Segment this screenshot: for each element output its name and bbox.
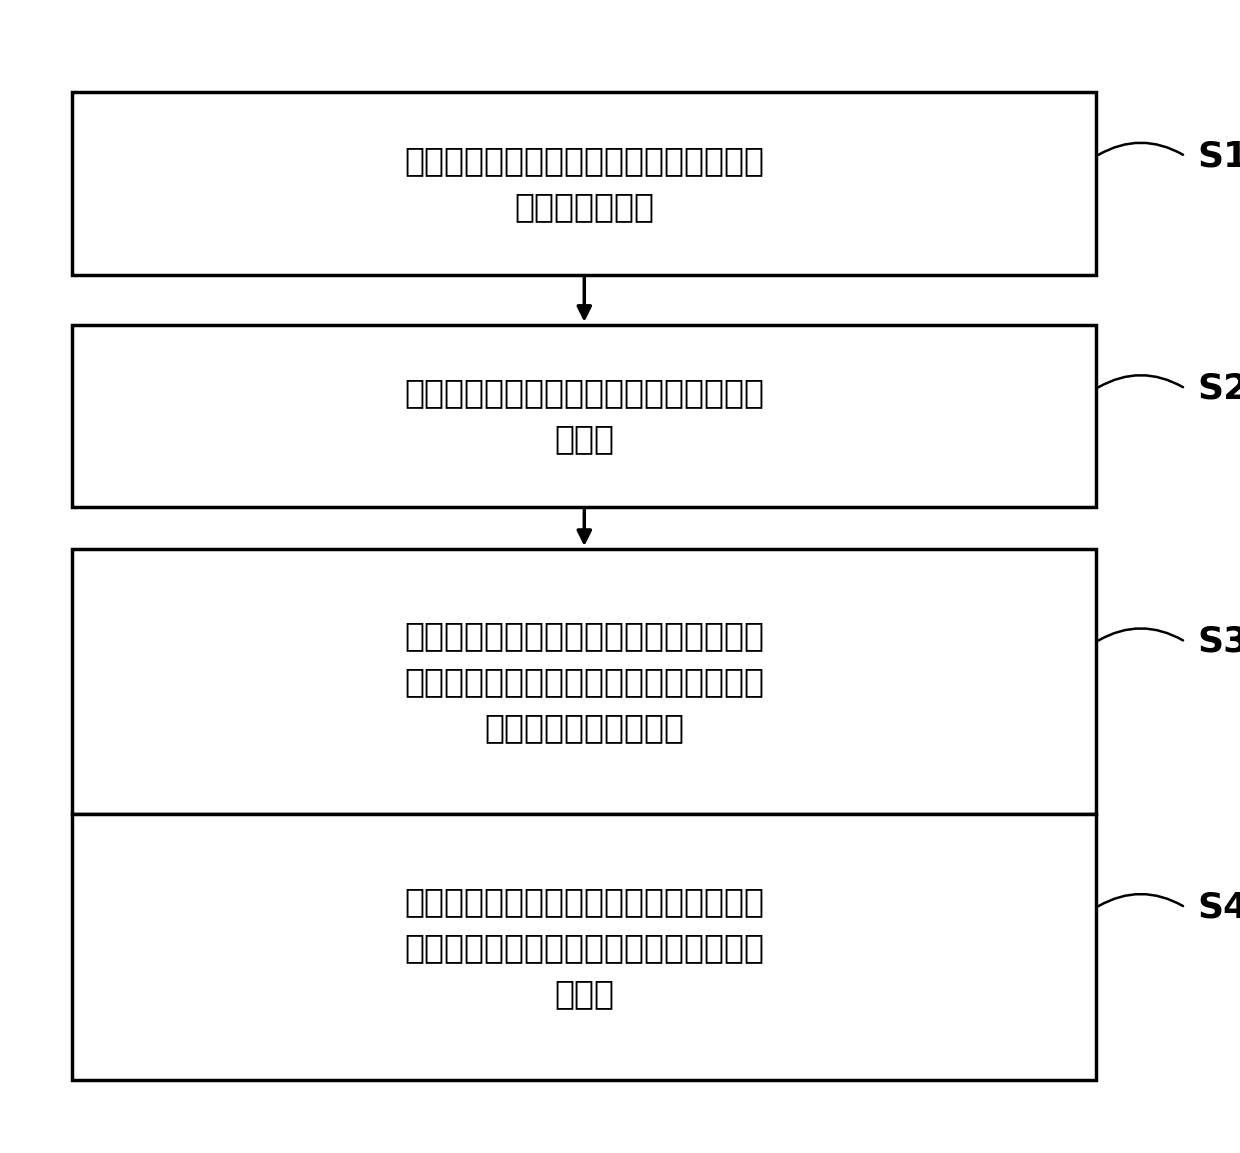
Bar (72, 814, 1096, 1080)
Text: 当良品芯片的损伤信息与待验证芯片的损
伤信息一致时，则待验证芯片发生静电放
电失效: 当良品芯片的损伤信息与待验证芯片的损 伤信息一致时，则待验证芯片发生静电放 电失… (404, 884, 764, 1010)
Bar (72, 325, 1096, 507)
Text: 对待验证芯片进行失效分析，记录待验证
芯片的损伤信息: 对待验证芯片进行失效分析，记录待验证 芯片的损伤信息 (404, 144, 764, 223)
Text: S300: S300 (1198, 625, 1240, 658)
Bar (72, 92, 1096, 274)
Text: 获取与待验证芯片同批次的良品芯片的损
伤信息: 获取与待验证芯片同批次的良品芯片的损 伤信息 (404, 377, 764, 455)
Text: 将良品芯片的损伤信息与待验证芯片的损
伤信息进进行对比分析，判断待验证芯片
是否发生静电放电失效: 将良品芯片的损伤信息与待验证芯片的损 伤信息进进行对比分析，判断待验证芯片 是否… (404, 619, 764, 744)
Text: S400: S400 (1198, 890, 1240, 925)
Text: S100: S100 (1198, 140, 1240, 173)
Text: S200: S200 (1198, 371, 1240, 406)
Bar (72, 549, 1096, 814)
